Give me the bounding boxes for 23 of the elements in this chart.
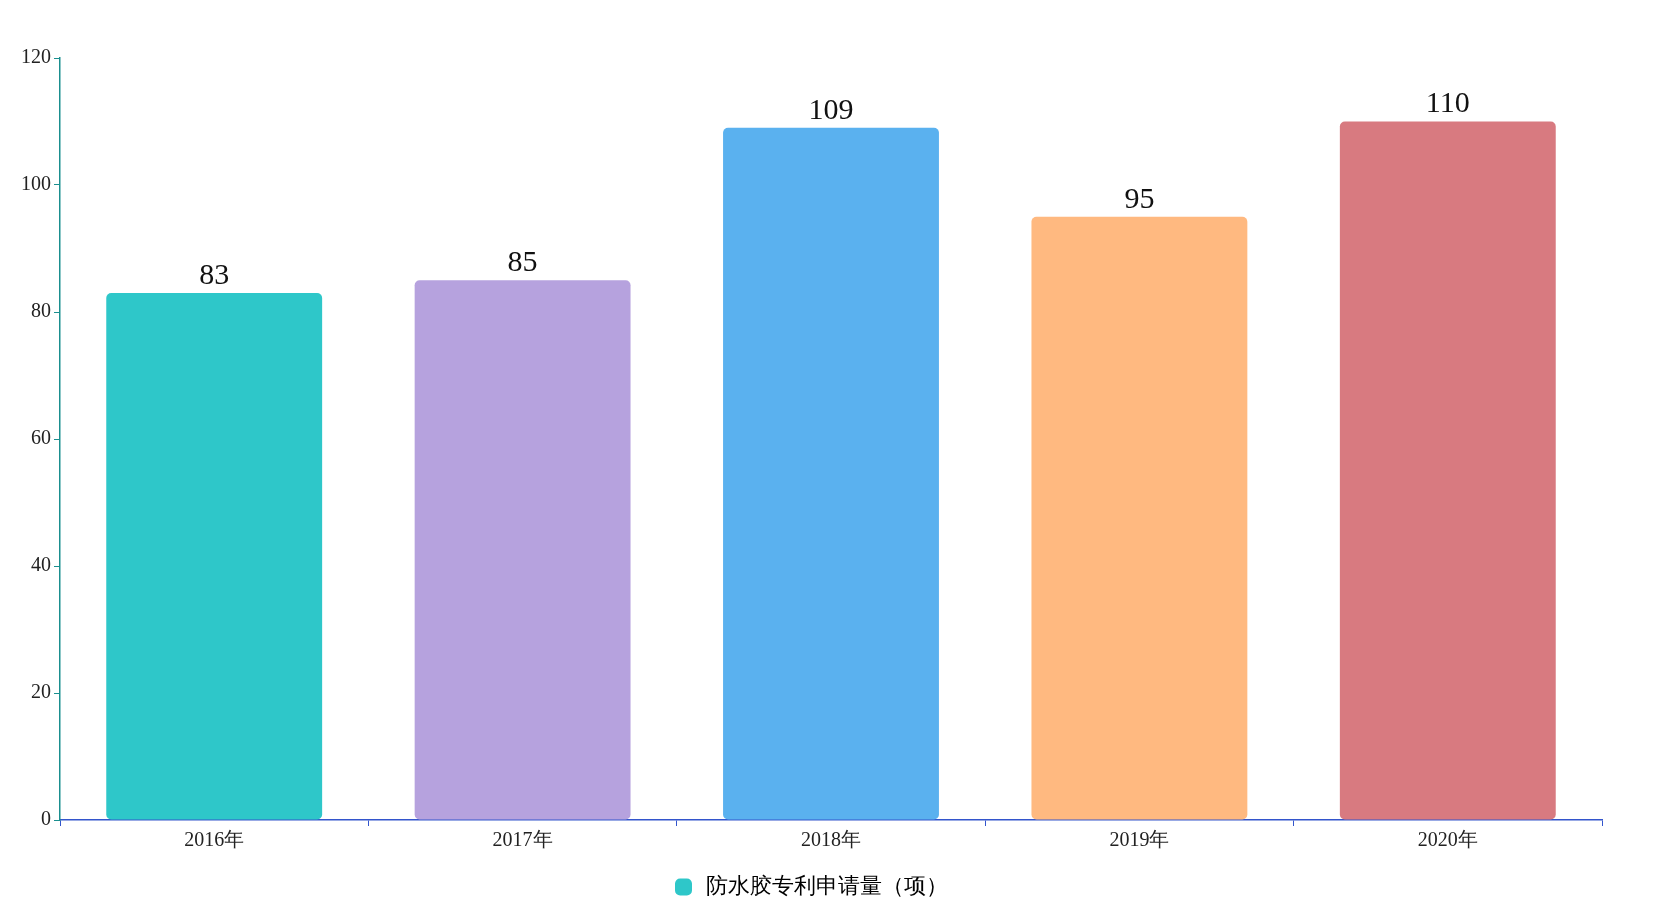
y-tick-label: 60 <box>31 426 51 449</box>
data-label: 85 <box>507 244 538 278</box>
x-tick-label: 2020年 <box>1417 828 1478 851</box>
bar <box>1031 216 1248 820</box>
y-tick-label: 40 <box>31 553 51 576</box>
data-label: 110 <box>1425 85 1470 119</box>
y-tick-label: 0 <box>41 807 51 830</box>
bar <box>1339 121 1556 820</box>
x-tick-label: 2017年 <box>492 828 553 851</box>
y-tick-label: 80 <box>31 299 51 322</box>
y-tick-label: 120 <box>21 45 51 68</box>
bar <box>414 280 631 820</box>
bar <box>106 292 323 820</box>
y-tick-label: 100 <box>21 172 51 195</box>
x-tick-label: 2018年 <box>801 828 861 851</box>
legend-label: 防水胶专利申请量（项） <box>705 872 948 898</box>
bar <box>723 127 939 820</box>
data-label: 109 <box>808 91 854 125</box>
data-label: 95 <box>1124 180 1155 214</box>
y-tick-label: 20 <box>31 680 51 703</box>
x-tick-label: 2019年 <box>1109 828 1170 851</box>
data-label: 83 <box>199 256 230 290</box>
x-tick-label: 2016年 <box>184 828 245 851</box>
